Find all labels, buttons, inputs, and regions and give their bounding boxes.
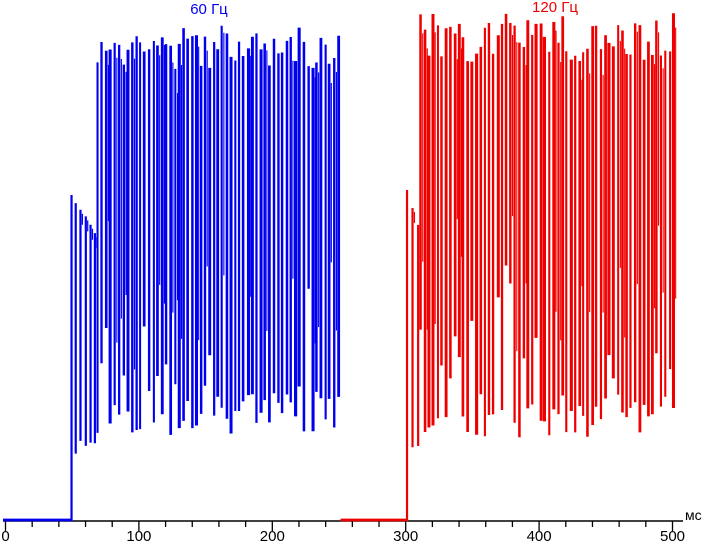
x-tick-label-0: 0	[1, 528, 10, 545]
x-axis	[3, 520, 683, 531]
x-tick-label-200: 200	[259, 528, 285, 545]
series-label-120hz: 120 Гц	[532, 0, 578, 16]
x-axis-unit-label: мс	[685, 507, 702, 523]
series-label-60hz: 60 Гц	[190, 1, 228, 18]
trace-120hz	[340, 13, 677, 522]
trace-60hz	[3, 25, 341, 522]
x-tick-label-500: 500	[659, 528, 686, 545]
x-tick-label-300: 300	[393, 528, 419, 545]
x-tick-label-400: 400	[526, 528, 552, 545]
x-tick-label-100: 100	[126, 528, 152, 545]
